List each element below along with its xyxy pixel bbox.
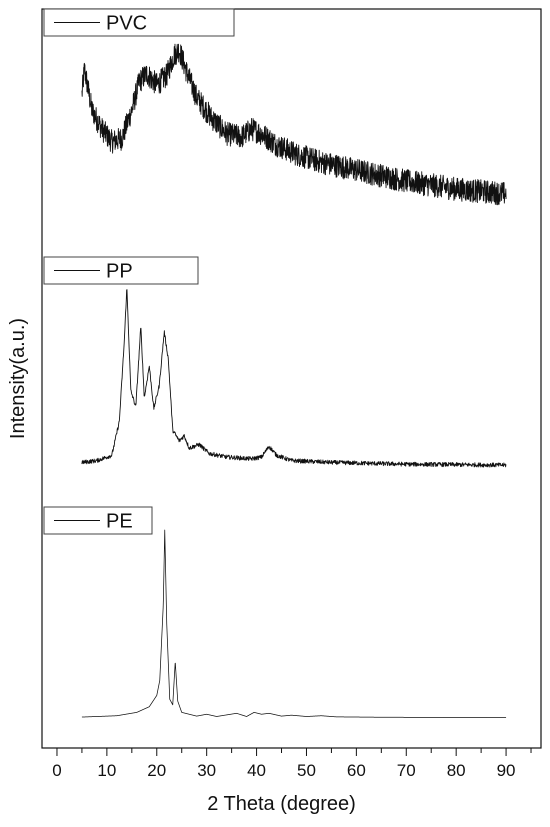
x-tick-label-20: 20 <box>147 761 166 780</box>
x-tick-label-70: 70 <box>397 761 416 780</box>
legend-label-pp: PP <box>106 261 133 283</box>
x-tick-label-80: 80 <box>447 761 466 780</box>
x-tick-label-60: 60 <box>347 761 366 780</box>
x-tick-label-40: 40 <box>247 761 266 780</box>
x-tick-label-90: 90 <box>497 761 516 780</box>
pattern-line-pe <box>81 529 507 718</box>
pattern-line-pvc <box>81 43 507 206</box>
y-axis-label: Intensity(a.u.) <box>7 318 29 439</box>
x-tick-label-30: 30 <box>197 761 216 780</box>
x-axis-label: 2 Theta (degree) <box>207 793 356 815</box>
legend-label-pe: PE <box>106 511 133 533</box>
legend-label-pvc: PVC <box>106 13 147 35</box>
pattern-line-pp <box>81 289 507 468</box>
plot-frame <box>41 8 542 749</box>
x-tick-label-0: 0 <box>52 761 61 780</box>
x-tick-label-10: 10 <box>97 761 116 780</box>
x-tick-label-50: 50 <box>297 761 316 780</box>
